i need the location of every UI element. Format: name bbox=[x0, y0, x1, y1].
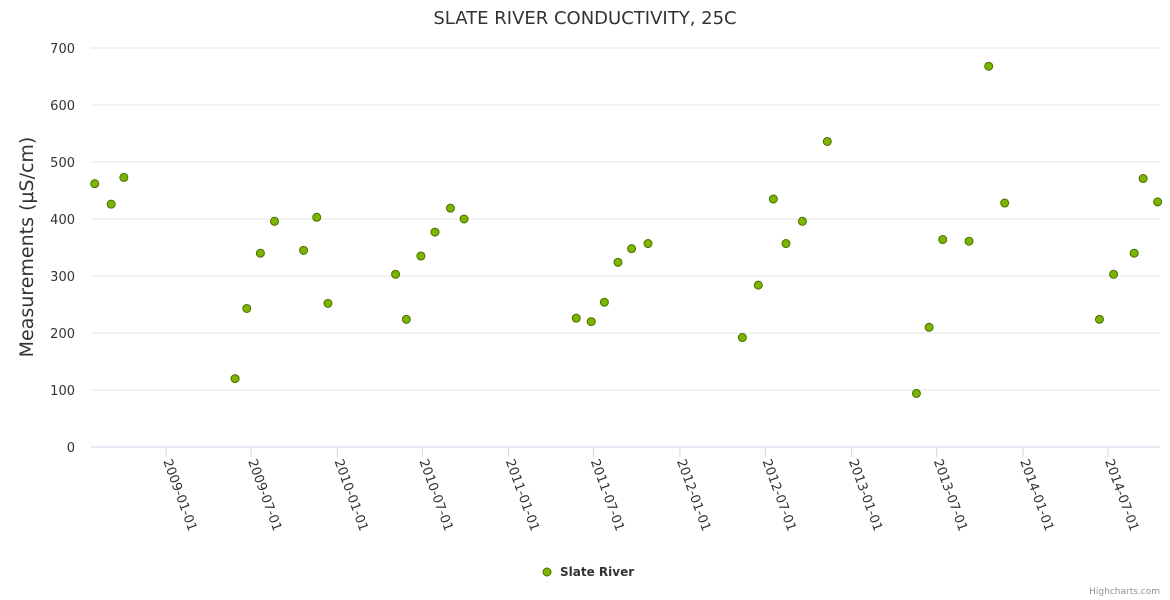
data-point[interactable] bbox=[822, 136, 832, 146]
data-point[interactable] bbox=[119, 172, 129, 182]
x-tick-label: 2014-01-01 bbox=[1016, 457, 1056, 533]
y-tick-label: 700 bbox=[50, 42, 75, 57]
data-point[interactable] bbox=[797, 216, 807, 226]
x-tick-label: 2009-01-01 bbox=[159, 457, 199, 533]
data-point[interactable] bbox=[737, 333, 747, 343]
data-point[interactable] bbox=[1094, 314, 1104, 324]
y-axis-ticks: 0 100 200 300 400 500 600 700 bbox=[50, 42, 75, 456]
data-point[interactable] bbox=[613, 257, 623, 267]
data-point[interactable] bbox=[599, 297, 609, 307]
y-tick-label: 0 bbox=[67, 441, 75, 456]
y-tick-label: 500 bbox=[50, 156, 75, 171]
data-point[interactable] bbox=[90, 179, 100, 189]
x-tick-label: 2011-01-01 bbox=[502, 457, 542, 533]
x-tick-label: 2010-01-01 bbox=[331, 457, 371, 533]
y-tick-label: 100 bbox=[50, 384, 75, 399]
x-tick-label: 2009-07-01 bbox=[244, 457, 284, 533]
data-point[interactable] bbox=[1129, 248, 1139, 258]
data-point[interactable] bbox=[416, 251, 426, 261]
data-point[interactable] bbox=[445, 203, 455, 213]
x-tick-label: 2013-01-01 bbox=[845, 457, 885, 533]
grid-lines bbox=[91, 47, 1160, 448]
y-tick-label: 400 bbox=[50, 213, 75, 228]
y-tick-label: 300 bbox=[50, 270, 75, 285]
x-tick-label: 2010-07-01 bbox=[416, 457, 456, 533]
legend[interactable]: Slate River bbox=[542, 565, 634, 579]
data-point[interactable] bbox=[459, 214, 469, 224]
data-points bbox=[90, 61, 1163, 398]
x-axis: 2009-01-01 2009-07-01 2010-01-01 2010-07-01… bbox=[159, 447, 1141, 533]
data-point[interactable] bbox=[106, 199, 116, 209]
data-point[interactable] bbox=[586, 317, 596, 327]
data-point[interactable] bbox=[401, 314, 411, 324]
data-point[interactable] bbox=[571, 313, 581, 323]
data-point[interactable] bbox=[938, 235, 948, 245]
x-tick-label: 2014-07-01 bbox=[1101, 457, 1141, 533]
data-point[interactable] bbox=[768, 194, 778, 204]
data-point[interactable] bbox=[430, 227, 440, 237]
data-point[interactable] bbox=[964, 236, 974, 246]
x-tick-label: 2013-07-01 bbox=[930, 457, 970, 533]
chart-title: SLATE RIVER CONDUCTIVITY, 25C bbox=[433, 8, 736, 29]
data-point[interactable] bbox=[1109, 269, 1119, 279]
data-point[interactable] bbox=[391, 269, 401, 279]
y-tick-label: 600 bbox=[50, 99, 75, 114]
data-point[interactable] bbox=[924, 322, 934, 332]
x-tick-label: 2011-07-01 bbox=[587, 457, 627, 533]
data-point[interactable] bbox=[781, 239, 791, 249]
data-point[interactable] bbox=[984, 61, 994, 71]
data-point[interactable] bbox=[1153, 197, 1163, 207]
x-tick-label: 2012-07-01 bbox=[759, 457, 799, 533]
data-point[interactable] bbox=[643, 239, 653, 249]
data-point[interactable] bbox=[1138, 174, 1148, 184]
data-point[interactable] bbox=[627, 244, 637, 254]
data-point[interactable] bbox=[242, 303, 252, 313]
y-axis-label: Measurements (μS/cm) bbox=[16, 137, 38, 358]
x-tick-label: 2012-01-01 bbox=[673, 457, 713, 533]
data-point[interactable] bbox=[753, 280, 763, 290]
data-point[interactable] bbox=[230, 374, 240, 384]
data-point[interactable] bbox=[323, 298, 333, 308]
data-point[interactable] bbox=[1000, 198, 1010, 208]
data-point[interactable] bbox=[312, 212, 322, 222]
legend-marker-icon bbox=[542, 567, 552, 577]
data-point[interactable] bbox=[911, 388, 921, 398]
y-tick-label: 200 bbox=[50, 327, 75, 342]
data-point[interactable] bbox=[299, 245, 309, 255]
data-point[interactable] bbox=[255, 248, 265, 258]
data-point[interactable] bbox=[269, 216, 279, 226]
legend-item-slate-river[interactable]: Slate River bbox=[560, 565, 634, 579]
credits-link[interactable]: Highcharts.com bbox=[1089, 587, 1160, 597]
